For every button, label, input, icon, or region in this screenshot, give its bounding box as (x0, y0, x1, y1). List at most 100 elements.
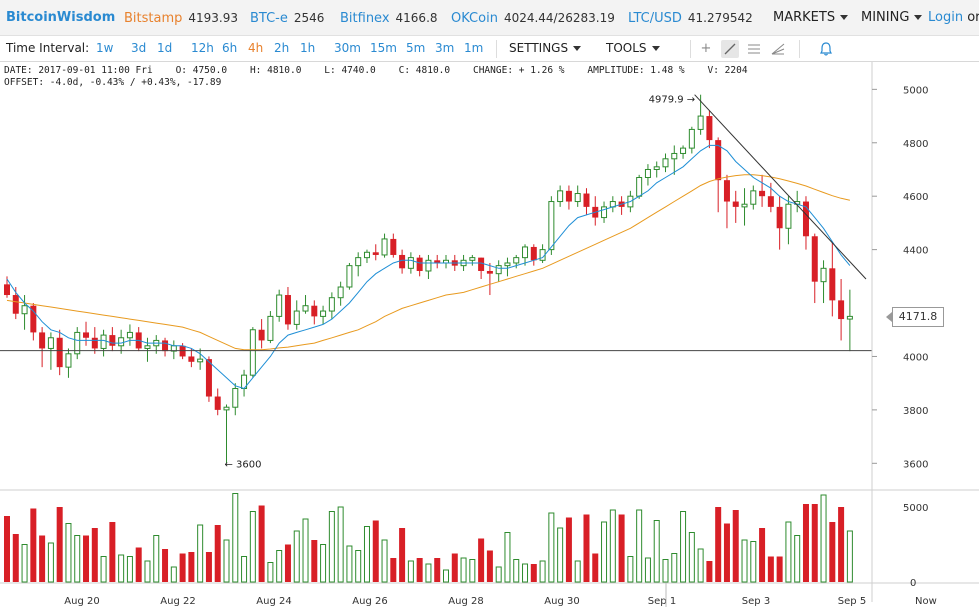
exchange-name[interactable]: LTC/USD (628, 11, 682, 26)
exchange-btce[interactable]: BTC-e 2546 (250, 0, 324, 36)
volume-bar (846, 530, 853, 583)
candle-body (4, 284, 10, 296)
volume-bar (609, 509, 616, 583)
exchange-price: 4024.44/26283.19 (503, 11, 615, 25)
price-tick-label: 3600 (903, 459, 928, 470)
volume-tick-label: 5000 (903, 503, 928, 514)
volume-bar (557, 527, 564, 583)
candle-body (188, 356, 195, 362)
candle-body (83, 332, 90, 338)
candle-body (311, 305, 318, 317)
volume-bar (162, 549, 169, 582)
exchange-ltcusd[interactable]: LTC/USD 41.279542 (628, 0, 753, 36)
chart-overlay: 4979.9 → ← 3600 (0, 94, 872, 470)
exchange-okcoin[interactable]: OKCoin 4024.44/26283.19 (451, 0, 615, 36)
volume-bar (258, 505, 265, 582)
fan-icon[interactable] (769, 40, 787, 58)
volume-bar (601, 521, 608, 583)
exchange-bitstamp[interactable]: Bitstamp 4193.93 (124, 0, 238, 36)
interval-6h[interactable]: 6h (222, 41, 238, 55)
candle-body (126, 331, 133, 339)
candle-body (486, 270, 493, 274)
volume-bar (425, 563, 432, 583)
interval-1w[interactable]: 1w (96, 41, 114, 55)
volume-bar (644, 557, 651, 583)
candle-body (846, 315, 853, 320)
candle-body (583, 193, 590, 207)
candle-body (12, 295, 19, 314)
chevron-down-icon (651, 46, 660, 51)
candle-body (276, 294, 283, 317)
volume-bar (293, 530, 300, 583)
candle-body (776, 206, 783, 229)
interval-1d[interactable]: 1d (157, 41, 173, 55)
volume-bar (732, 510, 739, 582)
volume-bar (794, 535, 801, 583)
exchange-name[interactable]: BTC-e (250, 11, 288, 26)
volume-bar (811, 504, 818, 582)
exchange-bitfinex[interactable]: Bitfinex 4166.8 (340, 0, 438, 36)
interval-1h[interactable]: 1h (300, 41, 316, 55)
price-chart[interactable]: 4979.9 → ← 3600 5000 4800 4600 4400 4000 3800 3… (0, 62, 979, 616)
volume-bar (83, 535, 90, 582)
markets-menu[interactable]: MARKETS (773, 0, 849, 36)
volume-bar (723, 523, 730, 582)
volume-bar (513, 559, 520, 583)
volume-bar (478, 538, 485, 582)
interval-5m[interactable]: 5m (406, 41, 426, 55)
candle-body (838, 300, 845, 320)
exchange-name[interactable]: OKCoin (451, 11, 498, 26)
interval-15m[interactable]: 15m (370, 41, 397, 55)
volume-bar (443, 569, 449, 583)
candle-body (767, 196, 774, 207)
bell-glyph (820, 42, 832, 56)
volume-bar (56, 507, 63, 582)
candle-body (557, 190, 564, 203)
volume-bar (838, 507, 845, 582)
volume-bar (820, 494, 827, 583)
login-link[interactable]: Login (928, 10, 964, 25)
crosshair-icon[interactable]: + (700, 41, 712, 56)
horizontal-lines-icon[interactable] (745, 40, 763, 58)
interval-2h[interactable]: 2h (274, 41, 290, 55)
interval-4h[interactable]: 4h (248, 41, 264, 55)
settings-menu[interactable]: SETTINGS (509, 36, 582, 62)
candle-body (636, 177, 643, 197)
candle-body (109, 335, 116, 346)
exchange-name[interactable]: Bitstamp (124, 11, 183, 26)
tools-menu[interactable]: TOOLS (606, 36, 660, 62)
candle-body (144, 345, 151, 349)
interval-3d[interactable]: 3d (131, 41, 147, 55)
volume-bar (100, 556, 107, 583)
volume-bar (539, 560, 546, 583)
volume-bar (153, 535, 160, 583)
volume-bar (802, 504, 809, 582)
interval-30m[interactable]: 30m (334, 41, 361, 55)
trendline-icon[interactable] (721, 40, 739, 58)
volume-bar (109, 522, 116, 582)
interval-12h[interactable]: 12h (191, 41, 214, 55)
candle-body (750, 190, 757, 205)
volume-bar (47, 542, 54, 583)
volume-bar (486, 550, 493, 582)
interval-3m[interactable]: 3m (435, 41, 455, 55)
candle-body (434, 260, 441, 263)
alert-bell-icon[interactable] (817, 40, 835, 58)
volume-bar (381, 539, 388, 583)
exchange-name[interactable]: Bitfinex (340, 11, 390, 26)
brand-logo[interactable]: BitcoinWisdom (6, 10, 116, 25)
volume-bar (522, 563, 529, 583)
candle-body (715, 140, 722, 181)
exchange-price: 2546 (293, 11, 325, 25)
volume-bar (12, 534, 19, 582)
volume-bar (574, 560, 581, 583)
interval-1m[interactable]: 1m (464, 41, 484, 55)
candle-body (372, 252, 379, 255)
price-tick-label: 3800 (903, 406, 928, 417)
candle-body (39, 332, 46, 349)
mining-menu[interactable]: MINING (861, 0, 923, 36)
volume-bar (320, 544, 327, 583)
offset-info-line: OFFSET: -4.0d, -0.43% / +0.43%, -17.89 (4, 77, 222, 88)
volume-bar (346, 545, 353, 583)
volume-bar (311, 540, 318, 582)
